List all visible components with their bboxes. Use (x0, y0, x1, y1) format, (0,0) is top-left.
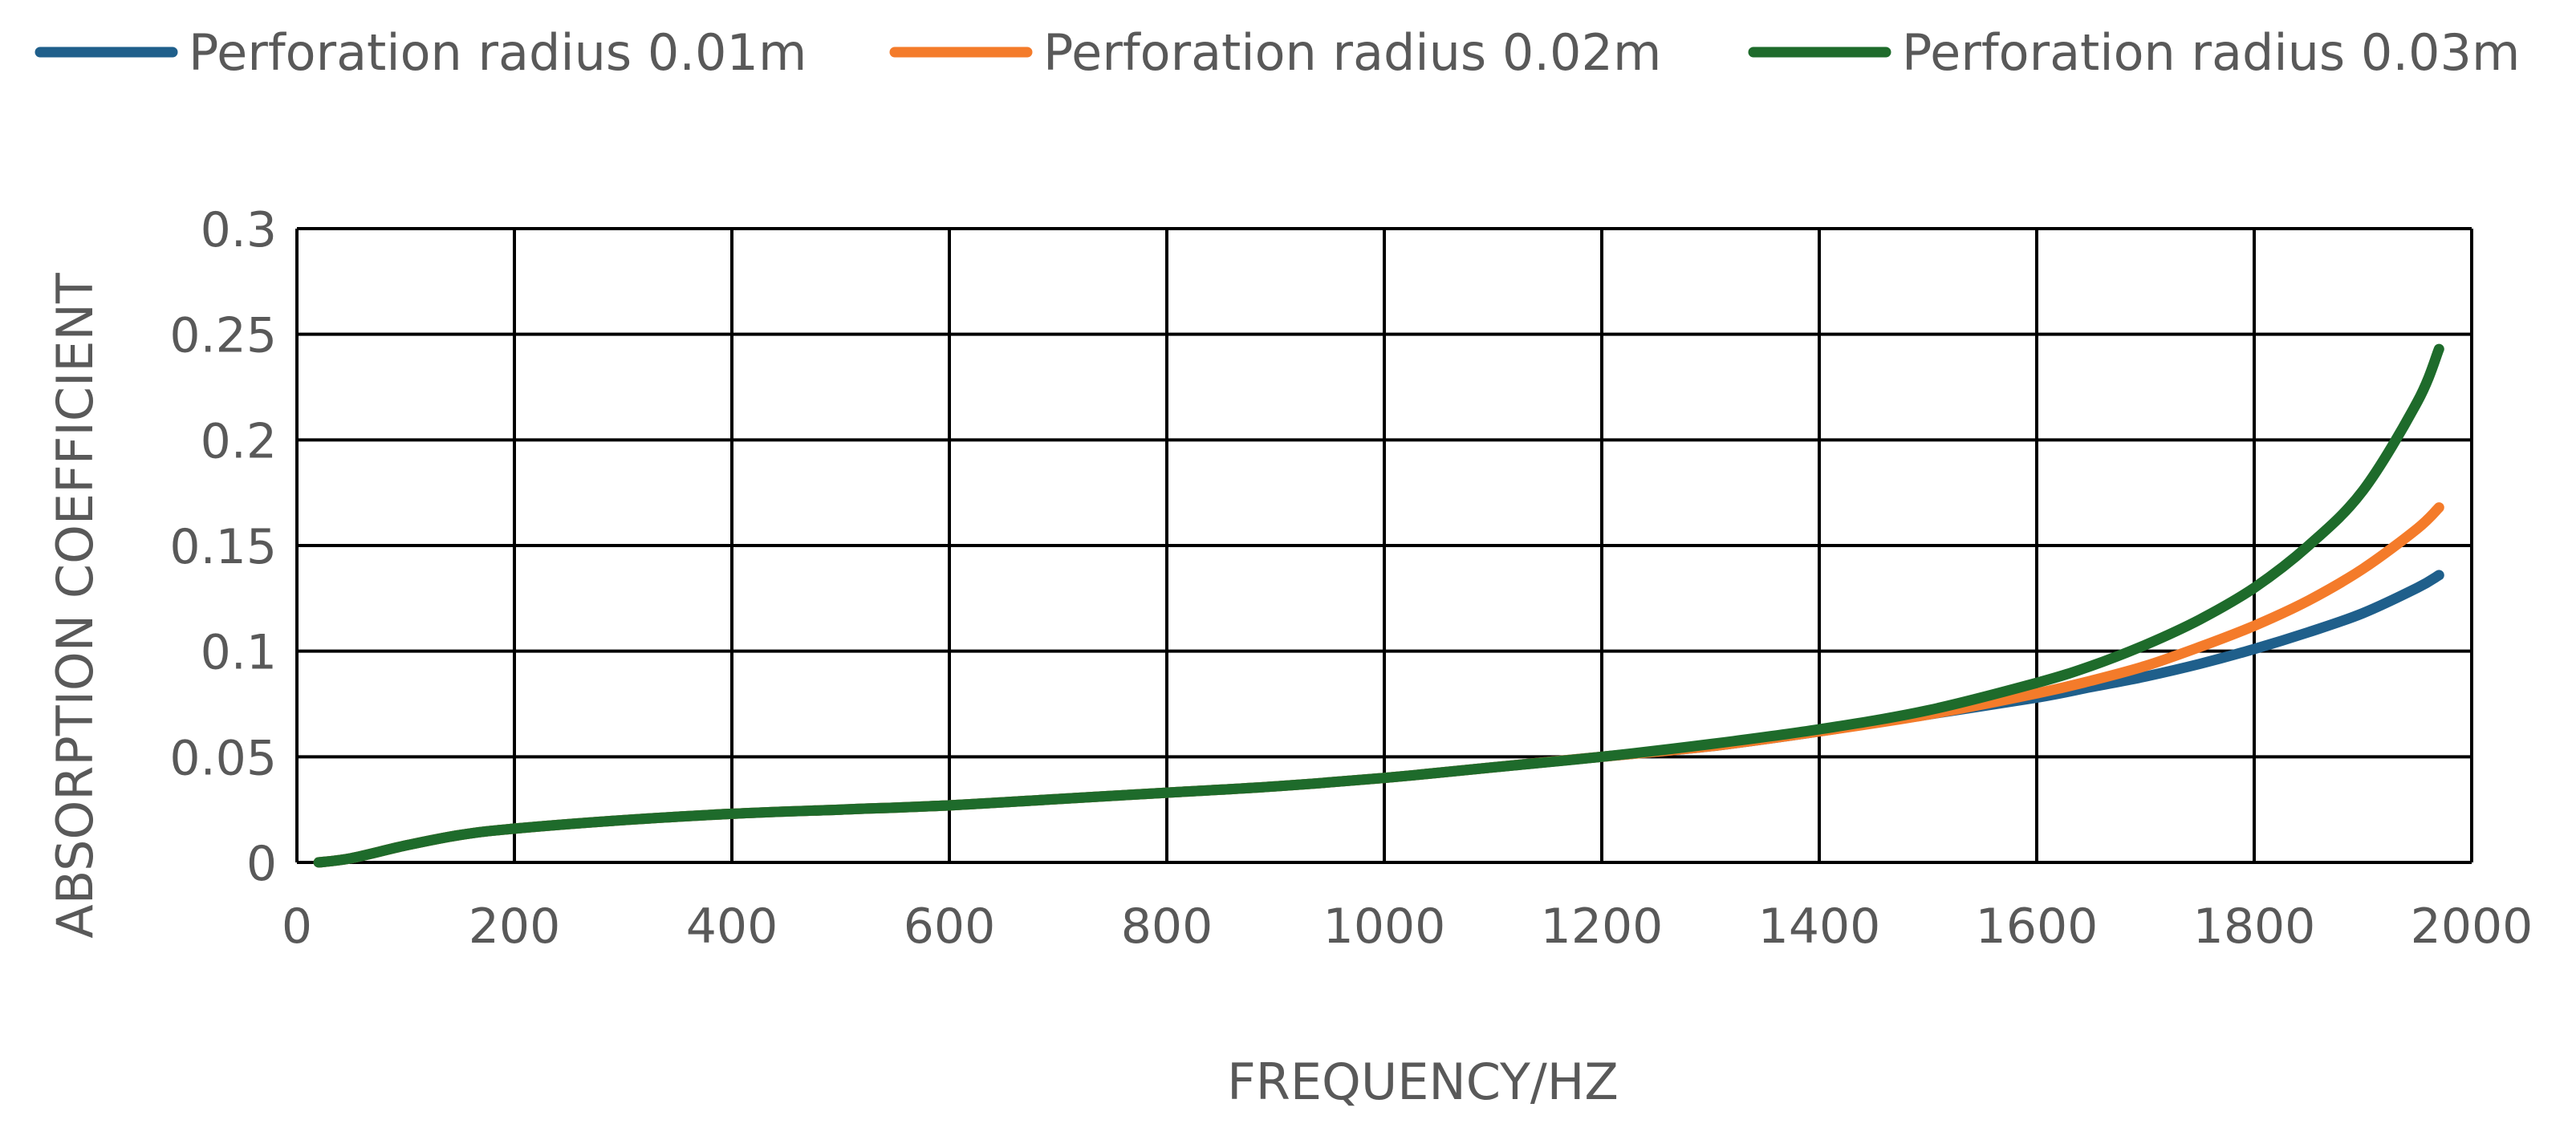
y-axis-title: ABSORPTION COEFFICIENT (46, 272, 104, 939)
x-tick-label: 1000 (1323, 899, 1446, 955)
legend-item-2: Perforation radius 0.02m (889, 23, 1661, 82)
y-axis-ticks: 0 0.05 0.1 0.15 0.2 0.25 0.3 (169, 202, 277, 892)
y-tick-label: 0.3 (201, 202, 277, 258)
series-lines (313, 343, 2444, 868)
legend-label: Perforation radius 0.02m (1043, 23, 1661, 82)
x-tick-label: 1200 (1541, 899, 1664, 955)
y-tick-label: 0.15 (169, 519, 277, 575)
legend-item-1: Perforation radius 0.01m (35, 23, 807, 82)
legend-label: Perforation radius 0.03m (1902, 23, 2520, 82)
legend-label: Perforation radius 0.01m (189, 23, 807, 82)
x-tick-label: 800 (1121, 899, 1213, 955)
x-tick-label: 1600 (1976, 899, 2099, 955)
y-tick-label: 0.2 (201, 413, 277, 469)
x-tick-label: 1800 (2193, 899, 2316, 955)
series-line-3 (313, 343, 2444, 868)
y-tick-label: 0.1 (201, 625, 277, 681)
x-tick-label: 400 (686, 899, 778, 955)
x-tick-label: 600 (904, 899, 996, 955)
x-tick-label: 200 (469, 899, 561, 955)
x-tick-label: 2000 (2411, 899, 2533, 955)
plot-grid (295, 227, 2473, 864)
y-tick-label: 0.25 (169, 308, 277, 364)
x-tick-label: 1400 (1758, 899, 1881, 955)
x-tick-label: 0 (282, 899, 312, 955)
y-tick-label: 0.05 (169, 730, 277, 786)
x-axis-title: FREQUENCY/HZ (1227, 1053, 1619, 1111)
y-tick-label: 0 (246, 836, 277, 892)
legend: Perforation radius 0.01m Perforation radi… (35, 23, 2520, 82)
x-axis-ticks: 0 200 400 600 800 1000 1200 1400 1600 1800 2000 (282, 899, 2533, 955)
legend-item-3: Perforation radius 0.03m (1748, 23, 2520, 82)
